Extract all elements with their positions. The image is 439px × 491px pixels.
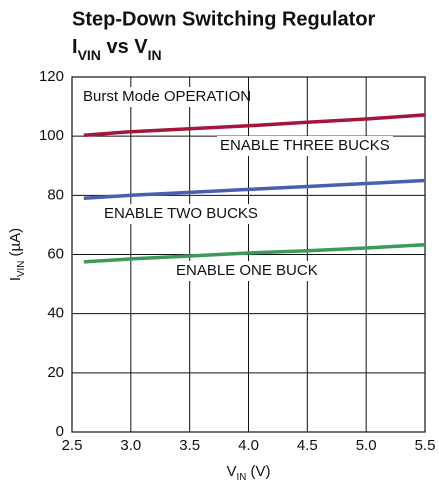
chart-subtitle: IVIN vs VIN [72, 36, 162, 62]
series-label: Burst Mode OPERATION [83, 88, 251, 105]
x-tick-label: 3.5 [179, 437, 200, 454]
label-background [217, 136, 393, 156]
y-tick-label: 120 [39, 68, 64, 85]
x-tick-label: 4.0 [238, 437, 259, 454]
label-background [173, 261, 319, 281]
x-tick-label: 5.0 [356, 437, 377, 454]
label-background [101, 204, 263, 224]
y-tick-label: 100 [39, 127, 64, 144]
plot-frame [71, 76, 426, 433]
y-axis-label-part: I [7, 277, 24, 281]
y-tick-label: 60 [47, 245, 64, 262]
series-label: ENABLE THREE BUCKS [220, 137, 390, 154]
y-tick-label: 40 [47, 305, 64, 322]
y-tick-label: 80 [47, 186, 64, 203]
series-line [83, 178, 426, 201]
y-tick-label: 20 [47, 364, 64, 381]
label-background [80, 87, 240, 107]
y-axis-label-part: (µA) [7, 228, 24, 261]
series-line [83, 242, 426, 264]
y-tick-label: 0 [56, 423, 64, 440]
series-line [83, 113, 426, 138]
x-axis-label-part: (V) [246, 463, 270, 480]
series-label: ENABLE TWO BUCKS [104, 205, 258, 222]
x-tick-label: 3.0 [120, 437, 141, 454]
x-tick-label: 5.5 [415, 437, 436, 454]
chart-subtitle-part: VIN [78, 47, 101, 63]
chart-subtitle-part: vs V [101, 36, 148, 58]
y-axis-label-part: VIN [16, 261, 27, 277]
x-axis-label: VIN (V) [227, 463, 271, 483]
chart-subtitle-part: IN [148, 47, 162, 63]
y-axis-label: IVIN (µA) [7, 228, 27, 281]
x-axis-label-part: V [227, 463, 237, 480]
chart-subtitle-part: I [72, 36, 78, 58]
x-tick-label: 4.5 [297, 437, 318, 454]
x-tick-label: 2.5 [62, 437, 83, 454]
series-label: ENABLE ONE BUCK [176, 262, 318, 279]
chart-title: Step-Down Switching Regulator [72, 8, 376, 30]
x-axis-label-part: IN [237, 472, 247, 483]
